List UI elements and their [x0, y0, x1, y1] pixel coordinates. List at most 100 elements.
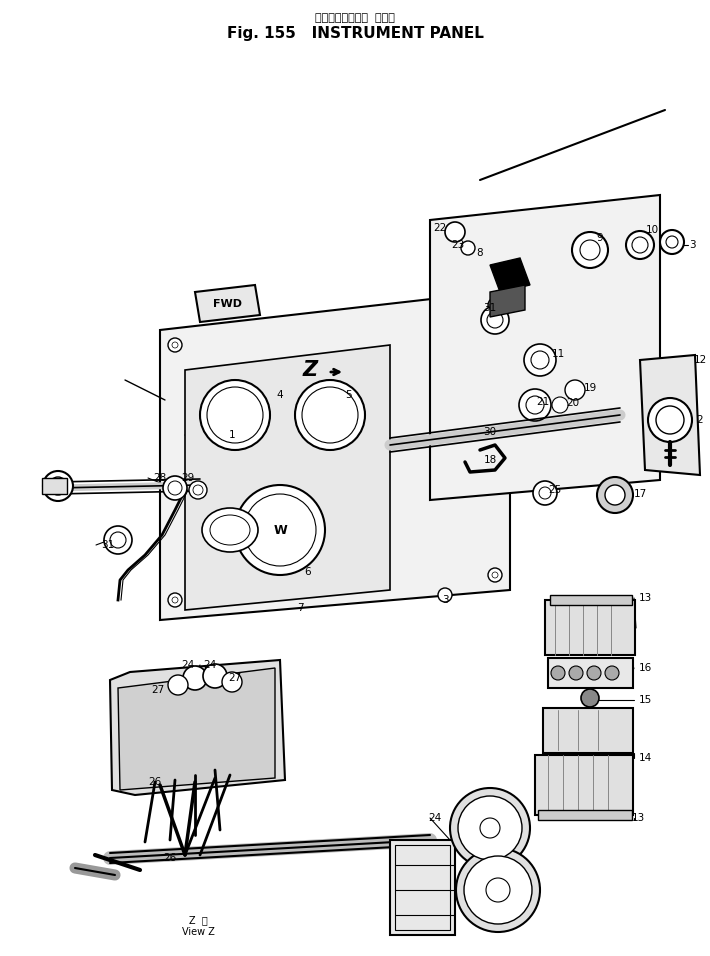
Circle shape: [295, 380, 365, 450]
Circle shape: [666, 236, 678, 248]
Bar: [42, 478, 67, 494]
Text: 21: 21: [536, 397, 550, 407]
Circle shape: [458, 796, 522, 860]
Circle shape: [480, 818, 500, 838]
Polygon shape: [118, 668, 275, 790]
Text: Z  矢: Z 矢: [189, 915, 207, 925]
Circle shape: [244, 494, 316, 566]
Circle shape: [488, 298, 502, 312]
Text: 17: 17: [633, 489, 647, 499]
Text: 27: 27: [151, 685, 165, 695]
Circle shape: [492, 572, 498, 578]
Bar: [543, 708, 633, 753]
Circle shape: [597, 477, 633, 513]
Text: 13: 13: [631, 813, 645, 823]
Circle shape: [626, 231, 654, 259]
Circle shape: [456, 848, 540, 932]
Text: 28: 28: [153, 473, 167, 483]
Text: View Z: View Z: [182, 927, 214, 937]
Polygon shape: [490, 258, 530, 292]
Text: 14: 14: [638, 753, 652, 763]
Text: 31: 31: [102, 540, 114, 550]
Circle shape: [581, 689, 599, 707]
Text: 20: 20: [567, 398, 579, 408]
Polygon shape: [430, 195, 660, 500]
Bar: [395, 845, 450, 930]
Circle shape: [526, 396, 544, 414]
Circle shape: [203, 664, 227, 688]
Bar: [545, 600, 635, 655]
Text: 5: 5: [344, 390, 351, 400]
Circle shape: [524, 344, 556, 376]
Text: 24: 24: [181, 660, 195, 670]
Text: 23: 23: [452, 240, 464, 250]
Ellipse shape: [202, 508, 258, 552]
Text: 25: 25: [548, 485, 562, 495]
Circle shape: [450, 788, 530, 868]
Text: 12: 12: [694, 355, 706, 365]
Bar: [550, 595, 632, 605]
Text: 3: 3: [442, 595, 448, 605]
Circle shape: [222, 672, 242, 692]
Polygon shape: [490, 285, 525, 317]
Circle shape: [168, 481, 182, 495]
Text: 2: 2: [697, 415, 704, 425]
Circle shape: [569, 666, 583, 680]
Text: 11: 11: [552, 349, 564, 359]
Circle shape: [168, 593, 182, 607]
Bar: [548, 658, 633, 688]
Bar: [390, 840, 455, 935]
Text: 9: 9: [596, 233, 604, 243]
Circle shape: [104, 526, 132, 554]
Circle shape: [551, 666, 565, 680]
Text: 8: 8: [476, 248, 484, 258]
Text: 18: 18: [484, 455, 496, 465]
Text: 4: 4: [277, 390, 283, 400]
Text: 24: 24: [203, 660, 217, 670]
Text: 30: 30: [484, 427, 496, 437]
Circle shape: [445, 222, 465, 242]
Polygon shape: [195, 285, 260, 322]
Circle shape: [486, 878, 510, 902]
Circle shape: [461, 241, 475, 255]
Circle shape: [43, 471, 73, 501]
Text: 29: 29: [181, 473, 195, 483]
Circle shape: [565, 380, 585, 400]
Text: 3: 3: [689, 240, 695, 250]
Ellipse shape: [210, 515, 250, 545]
Circle shape: [163, 476, 187, 500]
Circle shape: [481, 306, 509, 334]
Circle shape: [587, 666, 601, 680]
Text: 19: 19: [584, 383, 596, 393]
Circle shape: [172, 342, 178, 348]
Circle shape: [488, 568, 502, 582]
Text: 6: 6: [305, 567, 311, 577]
Circle shape: [487, 312, 503, 328]
Circle shape: [200, 380, 270, 450]
Text: 16: 16: [638, 663, 652, 673]
Circle shape: [189, 481, 207, 499]
Circle shape: [172, 597, 178, 603]
Circle shape: [648, 398, 692, 442]
Text: 22: 22: [433, 223, 447, 233]
Text: インスツルメント  パネル: インスツルメント パネル: [315, 13, 395, 23]
Text: Z: Z: [302, 360, 317, 380]
Text: 26: 26: [163, 853, 177, 863]
Text: FWD: FWD: [214, 299, 243, 309]
Circle shape: [605, 666, 619, 680]
Text: Fig. 155   INSTRUMENT PANEL: Fig. 155 INSTRUMENT PANEL: [226, 26, 484, 40]
Circle shape: [552, 397, 568, 413]
Circle shape: [168, 675, 188, 695]
Circle shape: [207, 387, 263, 443]
Text: 26: 26: [148, 777, 162, 787]
Circle shape: [533, 481, 557, 505]
Circle shape: [531, 351, 549, 369]
Polygon shape: [640, 355, 700, 475]
Circle shape: [302, 387, 358, 443]
Circle shape: [539, 487, 551, 499]
Bar: [535, 755, 633, 815]
Circle shape: [519, 389, 551, 421]
Text: 15: 15: [638, 695, 652, 705]
Circle shape: [580, 240, 600, 260]
Circle shape: [183, 666, 207, 690]
